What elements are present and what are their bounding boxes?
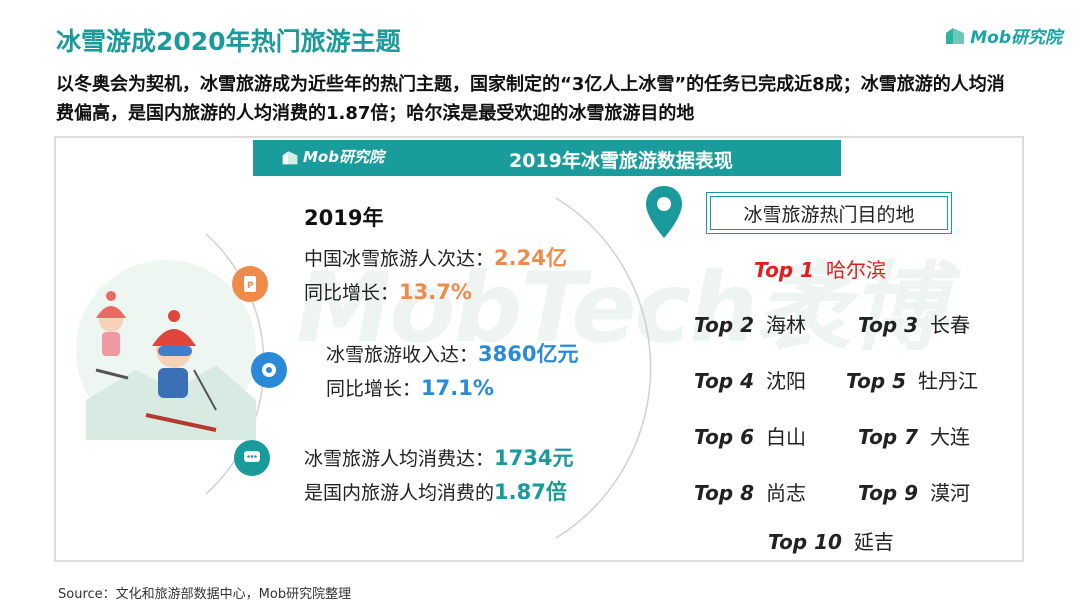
rank-item: Top 1 哈尔滨 bbox=[754, 254, 886, 283]
banner-logo: Mob研究院 bbox=[281, 146, 384, 167]
rank-item: Top 6 白山 bbox=[694, 421, 806, 450]
stat-visitors: 中国冰雪旅游人次达：2.24亿 同比增长：13.7% bbox=[304, 242, 567, 310]
rank-city: 哈尔滨 bbox=[826, 258, 886, 282]
rank-label: Top 1 bbox=[754, 258, 814, 282]
rank-item: Top 5 牡丹江 bbox=[846, 365, 978, 394]
banner-title: 2019年冰雪旅游数据表现 bbox=[509, 150, 733, 172]
rank-label: Top 9 bbox=[858, 481, 918, 505]
data-panel: MobTech袤博 2019年 P 中国冰雪旅游人次达：2.24亿 同比增长：1… bbox=[54, 136, 1024, 562]
rank-label: Top 5 bbox=[846, 369, 906, 393]
rank-label: Top 10 bbox=[768, 530, 842, 554]
stat-value: 1734元 bbox=[494, 446, 574, 470]
rank-label: Top 8 bbox=[694, 481, 754, 505]
destinations-heading: 冰雪旅游热门目的地 bbox=[706, 192, 952, 234]
banner-logo-text: Mob研究院 bbox=[303, 148, 384, 166]
stat-value: 13.7% bbox=[399, 280, 472, 304]
document-icon: P bbox=[232, 266, 268, 302]
rank-city: 长春 bbox=[930, 313, 970, 337]
watermark: MobTech袤博 bbox=[296, 252, 946, 364]
stat-spending: 冰雪旅游人均消费达：1734元 是国内旅游人均消费的1.87倍 bbox=[304, 442, 573, 510]
rank-item: Top 7 大连 bbox=[858, 421, 970, 450]
rank-item: Top 4 沈阳 bbox=[694, 365, 806, 394]
rank-label: Top 4 bbox=[694, 369, 754, 393]
rank-city: 牡丹江 bbox=[918, 369, 978, 393]
location-pin-icon bbox=[646, 186, 682, 238]
coin-icon bbox=[251, 352, 287, 388]
destinations-heading-text: 冰雪旅游热门目的地 bbox=[710, 196, 948, 230]
rank-label: Top 2 bbox=[694, 313, 754, 337]
rank-city: 海林 bbox=[766, 313, 806, 337]
source-note: Source：文化和旅游部数据中心，Mob研究院整理 bbox=[58, 587, 352, 602]
mob-logo: Mob研究院 bbox=[944, 20, 1062, 50]
rank-label: Top 3 bbox=[858, 313, 918, 337]
logo-text: Mob研究院 bbox=[970, 27, 1062, 48]
chat-icon bbox=[234, 440, 270, 476]
rank-city: 尚志 bbox=[766, 481, 806, 505]
subtitle: 以冬奥会为契机，冰雪旅游成为近些年的热门主题，国家制定的“3亿人上冰雪”的任务已… bbox=[56, 74, 1005, 124]
rank-city: 延吉 bbox=[853, 530, 894, 554]
stat-label: 同比增长： bbox=[326, 378, 422, 400]
skiing-kids-illustration bbox=[76, 260, 256, 440]
rank-city: 沈阳 bbox=[766, 369, 806, 393]
rank-item: Top 3 长春 bbox=[858, 309, 970, 338]
page-title: 冰雪游成2020年热门旅游主题 bbox=[56, 27, 401, 56]
rank-city: 大连 bbox=[930, 425, 970, 449]
banner-logo-icon bbox=[282, 150, 298, 164]
rank-item: Top 8 尚志 bbox=[694, 477, 806, 506]
section-banner: Mob研究院 2019年冰雪旅游数据表现 bbox=[253, 140, 841, 176]
rank-label: Top 7 bbox=[858, 425, 918, 449]
rank-city: 漠河 bbox=[930, 481, 970, 505]
stat-label: 中国冰雪旅游人次达： bbox=[304, 248, 495, 270]
mob-logo-icon bbox=[946, 28, 965, 44]
stat-value: 17.1% bbox=[421, 376, 494, 400]
rank-item: Top 2 海林 bbox=[694, 309, 806, 338]
rank-item: Top 10 延吉 bbox=[768, 526, 894, 555]
rank-item: Top 9 漠河 bbox=[858, 477, 970, 506]
stat-label: 冰雪旅游人均消费达： bbox=[304, 448, 495, 470]
rank-label: Top 6 bbox=[694, 425, 754, 449]
stat-label: 是国内旅游人均消费的 bbox=[304, 482, 495, 504]
rank-city: 白山 bbox=[766, 425, 806, 449]
stat-revenue: 冰雪旅游收入达：3860亿元 同比增长：17.1% bbox=[326, 338, 578, 406]
stat-label: 冰雪旅游收入达： bbox=[326, 344, 479, 366]
svg-text:P: P bbox=[247, 281, 254, 291]
stat-value: 1.87倍 bbox=[494, 480, 567, 504]
stat-value: 3860亿元 bbox=[478, 342, 579, 366]
year-heading: 2019年 bbox=[304, 206, 384, 230]
stat-label: 同比增长： bbox=[304, 282, 400, 304]
stat-value: 2.24亿 bbox=[494, 246, 567, 270]
